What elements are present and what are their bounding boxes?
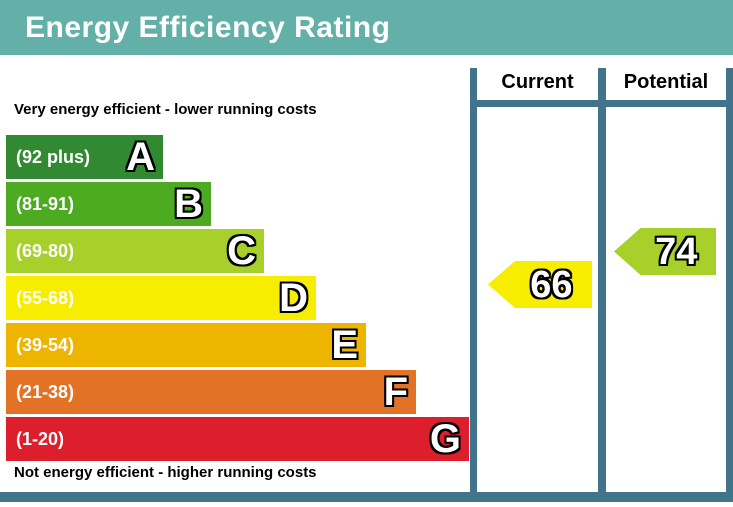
- potential-rating-arrow: 74: [614, 228, 716, 275]
- band-range-d: (55-68): [16, 287, 75, 308]
- current-column-left-border: [470, 68, 477, 492]
- band-letter-b: B: [174, 182, 203, 226]
- potential-column-header: Potential: [623, 71, 709, 93]
- potential-rating-value: 74: [655, 230, 698, 273]
- band-letter-f: F: [383, 370, 408, 414]
- chart-header: Energy Efficiency Rating: [0, 0, 733, 55]
- current-rating-value: 66: [530, 263, 573, 306]
- page-title: Energy Efficiency Rating: [25, 10, 391, 44]
- band-letter-a: A: [126, 135, 155, 179]
- band-row-f: (21-38) F: [6, 370, 416, 414]
- band-row-c: (69-80) C: [6, 229, 264, 273]
- band-letter-d: D: [279, 276, 308, 320]
- current-column-header: Current: [501, 71, 574, 93]
- column-header-underline: [470, 100, 733, 107]
- potential-column-right-border: [726, 68, 733, 492]
- bottom-caption: Not energy efficient - higher running co…: [14, 464, 317, 481]
- band-range-g: (1-20): [16, 428, 65, 449]
- band-row-a: (92 plus) A: [6, 135, 163, 179]
- top-caption: Very energy efficient - lower running co…: [14, 101, 317, 118]
- band-row-g: (1-20) G: [6, 417, 469, 461]
- current-rating-arrow: 66: [488, 261, 592, 308]
- band-range-e: (39-54): [16, 334, 75, 355]
- band-letter-e: E: [331, 323, 358, 367]
- band-range-f: (21-38): [16, 381, 75, 402]
- band-row-d: (55-68) D: [6, 276, 316, 320]
- band-range-a: (92 plus): [16, 146, 91, 167]
- band-letter-c: C: [227, 229, 256, 273]
- band-row-e: (39-54) E: [6, 323, 366, 367]
- column-divider-border: [598, 68, 606, 492]
- band-row-b: (81-91) B: [6, 182, 211, 226]
- table-bottom-border: [0, 492, 733, 502]
- band-range-c: (69-80): [16, 240, 75, 261]
- band-letter-g: G: [429, 417, 461, 461]
- band-range-b: (81-91): [16, 193, 75, 214]
